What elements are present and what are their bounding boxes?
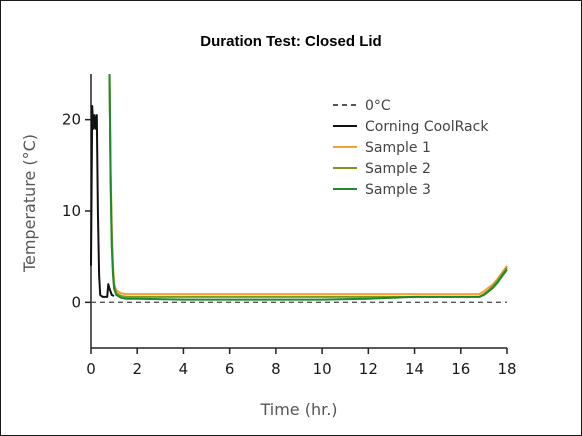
x-tick-label: 8 bbox=[271, 360, 281, 378]
x-tick-label: 12 bbox=[359, 360, 378, 378]
chart-title: Duration Test: Closed Lid bbox=[200, 33, 382, 50]
legend-label: 0°C bbox=[365, 98, 391, 114]
x-tick-label: 2 bbox=[132, 360, 142, 378]
y-tick-label: 0 bbox=[71, 293, 81, 311]
x-tick-label: 4 bbox=[179, 360, 189, 378]
y-tick-label: 10 bbox=[62, 202, 81, 220]
legend-label: Sample 2 bbox=[365, 161, 431, 177]
x-tick-label: 14 bbox=[405, 360, 424, 378]
x-tick-label: 16 bbox=[451, 360, 470, 378]
y-tick-label: 20 bbox=[62, 111, 81, 129]
series-line-4 bbox=[108, 73, 508, 301]
x-axis-title: Time (hr.) bbox=[259, 400, 337, 419]
series-line-1 bbox=[90, 105, 115, 298]
x-tick-label: 0 bbox=[86, 360, 96, 378]
y-axis-title: Temperature (°C) bbox=[20, 134, 39, 273]
legend-label: Corning CoolRack bbox=[365, 119, 489, 135]
legend-label: Sample 3 bbox=[365, 182, 431, 198]
series-line-3 bbox=[108, 73, 508, 298]
x-tick-label: 18 bbox=[497, 360, 516, 378]
legend-label: Sample 1 bbox=[365, 140, 431, 156]
x-tick-label: 10 bbox=[313, 360, 332, 378]
series-line-2 bbox=[108, 73, 508, 296]
x-tick-label: 6 bbox=[225, 360, 235, 378]
